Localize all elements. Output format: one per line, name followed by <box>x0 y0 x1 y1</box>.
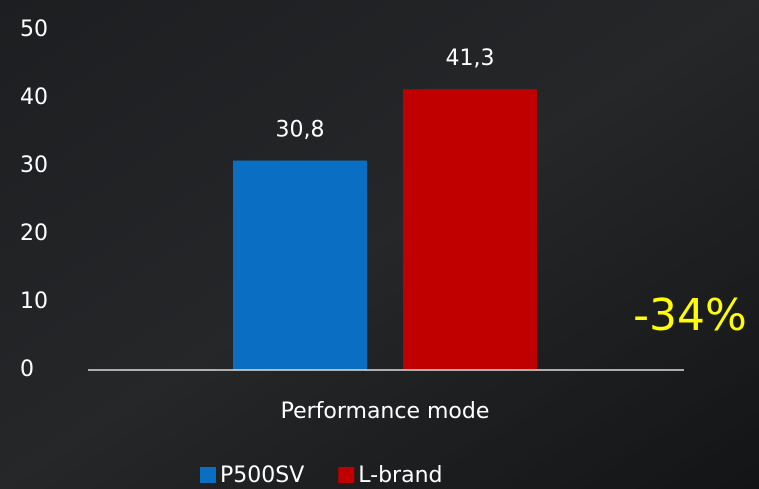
x-tick-label: Performance mode <box>281 399 490 424</box>
legend-label: L-brand <box>358 463 442 488</box>
bar <box>233 161 367 370</box>
annotation: -34% <box>633 290 747 341</box>
value-label: 41,3 <box>446 46 495 71</box>
value-label: 30,8 <box>276 118 325 143</box>
legend-swatch <box>200 467 216 483</box>
bar <box>403 89 537 370</box>
y-tick-label: 30 <box>20 153 48 178</box>
y-tick-label: 50 <box>20 17 48 42</box>
page: 0 10 20 30 40 50 30,8 41,3 Performance mode -34% P… <box>0 0 759 489</box>
legend-label: P500SV <box>220 463 304 488</box>
chart: 0 10 20 30 40 50 30,8 41,3 Performance mode -34% P… <box>0 0 759 489</box>
y-tick-label: 20 <box>20 221 48 246</box>
y-tick-label: 10 <box>20 289 48 314</box>
y-tick-label: 0 <box>20 357 34 382</box>
y-tick-label: 40 <box>20 85 48 110</box>
legend-swatch <box>338 467 354 483</box>
